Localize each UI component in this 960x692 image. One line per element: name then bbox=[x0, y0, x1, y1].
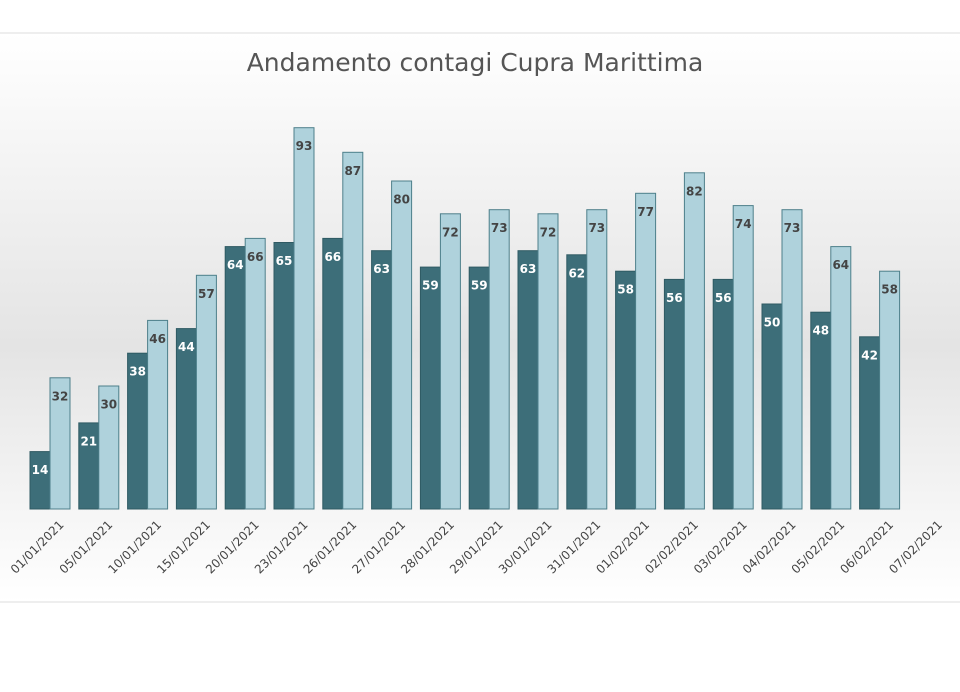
bar bbox=[537, 213, 559, 510]
bar bbox=[859, 336, 881, 510]
data-label: 93 bbox=[296, 139, 313, 153]
data-label: 66 bbox=[324, 250, 341, 264]
chart-title: Andamento contagi Cupra Marittima bbox=[247, 48, 704, 77]
data-label: 50 bbox=[764, 316, 781, 330]
data-label: 58 bbox=[617, 283, 634, 297]
data-label: 72 bbox=[442, 225, 459, 239]
bar bbox=[468, 266, 490, 510]
data-label: 73 bbox=[588, 221, 605, 235]
data-label: 56 bbox=[666, 291, 683, 305]
data-label: 63 bbox=[520, 262, 537, 276]
bar bbox=[293, 127, 315, 510]
data-label: 77 bbox=[637, 205, 654, 219]
data-label: 80 bbox=[393, 193, 410, 207]
data-label: 63 bbox=[373, 262, 390, 276]
data-label: 32 bbox=[52, 389, 69, 403]
data-label: 38 bbox=[129, 365, 146, 379]
data-label: 42 bbox=[861, 348, 878, 362]
data-label: 64 bbox=[227, 258, 244, 272]
data-label: 30 bbox=[100, 398, 117, 412]
bar bbox=[712, 278, 734, 510]
bar bbox=[224, 246, 246, 510]
bar bbox=[566, 254, 588, 510]
data-label: 44 bbox=[178, 340, 195, 354]
data-label: 56 bbox=[715, 291, 732, 305]
bar bbox=[586, 209, 608, 510]
bar bbox=[761, 303, 783, 510]
data-label: 74 bbox=[735, 217, 752, 231]
data-label: 72 bbox=[540, 225, 557, 239]
bar bbox=[517, 250, 539, 510]
bar bbox=[29, 451, 51, 510]
bar bbox=[273, 242, 295, 510]
bar bbox=[49, 377, 71, 510]
data-label: 87 bbox=[344, 164, 361, 178]
bar bbox=[732, 205, 754, 510]
bar bbox=[175, 328, 197, 510]
bar bbox=[488, 209, 510, 510]
bar bbox=[635, 192, 657, 510]
data-label: 48 bbox=[812, 324, 829, 338]
bar bbox=[810, 311, 832, 510]
bar bbox=[391, 180, 413, 510]
bar bbox=[322, 237, 344, 510]
data-label: 59 bbox=[422, 279, 439, 293]
data-label: 73 bbox=[784, 221, 801, 235]
bar bbox=[439, 213, 461, 510]
bar bbox=[879, 270, 901, 510]
bar bbox=[683, 172, 705, 510]
bar bbox=[244, 237, 266, 510]
data-label: 82 bbox=[686, 184, 703, 198]
data-label: 64 bbox=[832, 258, 849, 272]
data-label: 21 bbox=[80, 434, 97, 448]
data-label: 59 bbox=[471, 279, 488, 293]
bar bbox=[781, 209, 803, 510]
data-label: 57 bbox=[198, 287, 215, 301]
bar bbox=[195, 274, 217, 510]
bar bbox=[98, 385, 120, 510]
bar bbox=[615, 270, 637, 510]
data-label: 66 bbox=[247, 250, 264, 264]
data-label: 65 bbox=[276, 254, 293, 268]
bar bbox=[371, 250, 393, 510]
data-label: 46 bbox=[149, 332, 166, 346]
bar bbox=[419, 266, 441, 510]
bar bbox=[147, 319, 169, 510]
data-label: 62 bbox=[568, 266, 585, 280]
data-label: 58 bbox=[881, 283, 898, 297]
data-label: 14 bbox=[32, 463, 49, 477]
data-label: 73 bbox=[491, 221, 508, 235]
bar bbox=[663, 278, 685, 510]
bar bbox=[830, 246, 852, 510]
bar bbox=[342, 151, 364, 510]
